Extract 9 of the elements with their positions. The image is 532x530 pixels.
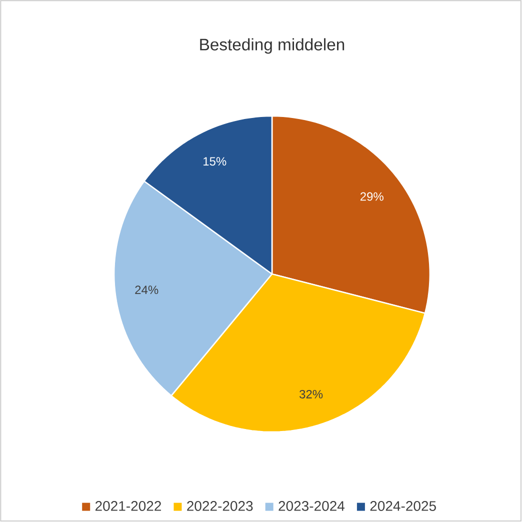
legend-label: 2022-2023: [187, 501, 253, 511]
legend-label: 2024-2025: [370, 501, 436, 511]
data-label: 24%: [135, 286, 158, 294]
chart-title: Besteding middelen: [200, 38, 344, 54]
legend-label: 2023-2024: [278, 501, 345, 511]
data-label: 29%: [360, 192, 384, 201]
legend-label: 2021-2022: [95, 501, 161, 511]
data-label: 32%: [300, 390, 323, 398]
data-label: 15%: [204, 157, 226, 166]
